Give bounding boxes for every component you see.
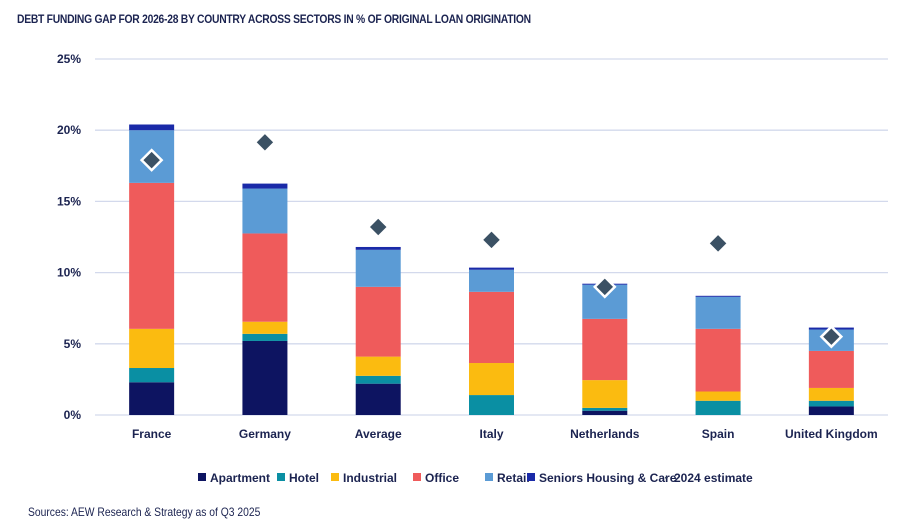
y-tick-label: 25%: [57, 52, 81, 66]
y-tick-label: 10%: [57, 266, 81, 280]
y-tick-label: 0%: [64, 408, 82, 422]
legend-label: Retail: [497, 471, 530, 485]
bar-stack: [129, 124, 175, 415]
bar-segment-office: [355, 286, 401, 357]
bar-segment-hotel: [469, 395, 514, 415]
bar-segment-retail: [695, 296, 741, 329]
bar-segment-office: [129, 182, 175, 329]
legend: Apartment Hotel Industrial Office Retail Seni…: [198, 471, 753, 485]
bar-segment-office: [469, 291, 514, 364]
legend-item: Seniors Housing & Care: [527, 471, 677, 485]
bar-segment-hotel: [355, 375, 401, 384]
bar-segment-hotel: [695, 400, 741, 415]
chart-title: DEBT FUNDING GAP FOR 2026-28 BY COUNTRY …: [17, 12, 531, 26]
legend-swatch: [665, 477, 667, 479]
legend-swatch: [277, 473, 285, 481]
legend-label: Seniors Housing & Care: [539, 471, 677, 485]
x-tick-label: Germany: [239, 427, 291, 441]
bar-segment-apartment: [129, 382, 175, 415]
bar-segment-retail: [469, 269, 514, 292]
bar-segment-industrial: [695, 391, 741, 401]
estimate-marker: [366, 215, 390, 239]
bar-segment-industrial: [582, 380, 628, 408]
legend-item: Hotel: [277, 471, 319, 485]
bar-segment-seniors-housing-care: [355, 246, 401, 250]
source-note: Sources: AEW Research & Strategy as of Q…: [28, 505, 261, 519]
legend-label: Apartment: [210, 471, 270, 485]
bar-segment-office: [242, 233, 288, 322]
bar-segment-industrial: [355, 356, 401, 376]
legend-item: Industrial: [331, 471, 397, 485]
bar-segment-seniors-housing-care: [469, 267, 514, 270]
x-axis-labels: France Germany Average Italy Netherlands Spai…: [132, 427, 878, 441]
y-tick-label: 5%: [64, 337, 82, 351]
bar-segment-seniors-housing-care: [695, 295, 741, 297]
estimate-marker: [139, 148, 164, 172]
bar-stack: [242, 183, 288, 415]
estimate-marker: [593, 275, 617, 299]
x-tick-label: United Kingdom: [785, 427, 878, 441]
legend-item: Retail: [485, 471, 530, 485]
estimate-marker: [819, 324, 844, 349]
x-tick-label: Italy: [479, 427, 503, 441]
bar-segment-office: [582, 318, 628, 381]
markers: [139, 130, 844, 349]
estimate-marker: [479, 228, 504, 252]
legend-item: Office: [413, 471, 459, 485]
bar-segment-office: [808, 350, 854, 388]
legend-swatch: [413, 473, 421, 481]
legend-item: 2024 estimate: [665, 471, 753, 485]
bar-segment-retail: [355, 249, 401, 287]
legend-label: Industrial: [343, 471, 397, 485]
bars: [129, 124, 854, 415]
x-tick-label: France: [132, 427, 172, 441]
legend-label: 2024 estimate: [674, 471, 753, 485]
estimate-marker: [706, 231, 730, 256]
bar-segment-hotel: [129, 368, 175, 383]
bar-segment-apartment: [242, 340, 288, 415]
bar-segment-seniors-housing-care: [129, 124, 175, 131]
bar-segment-industrial: [129, 328, 175, 369]
bar-stack: [469, 267, 514, 415]
bar-stack: [582, 283, 628, 415]
legend-swatch: [485, 473, 493, 481]
y-tick-label: 15%: [57, 194, 81, 208]
legend-item: Apartment: [198, 471, 270, 485]
legend-swatch: [527, 473, 535, 481]
y-tick-label: 20%: [57, 123, 81, 137]
bar-segment-seniors-housing-care: [242, 183, 288, 189]
y-axis-ticks: 0% 5% 10% 15% 20% 25%: [57, 52, 81, 422]
bar-segment-industrial: [808, 387, 854, 401]
bar-segment-apartment: [355, 383, 401, 415]
legend-label: Hotel: [289, 471, 319, 485]
legend-swatch: [331, 473, 339, 481]
bar-segment-industrial: [242, 321, 288, 334]
estimate-marker: [253, 130, 277, 155]
legend-label: Office: [425, 471, 459, 485]
bar-segment-retail: [242, 188, 288, 234]
bar-segment-office: [695, 328, 741, 392]
bar-segment-apartment: [808, 406, 854, 415]
bar-segment-hotel: [582, 407, 628, 411]
bar-stack: [695, 295, 741, 415]
x-tick-label: Average: [355, 427, 402, 441]
bar-stack: [355, 246, 401, 415]
legend-swatch: [198, 473, 206, 481]
bar-segment-industrial: [469, 363, 514, 396]
bar-segment-apartment: [582, 410, 628, 415]
x-tick-label: Netherlands: [570, 427, 640, 441]
x-tick-label: Spain: [702, 427, 735, 441]
bar-segment-hotel: [808, 400, 854, 407]
bar-segment-hotel: [242, 333, 288, 341]
